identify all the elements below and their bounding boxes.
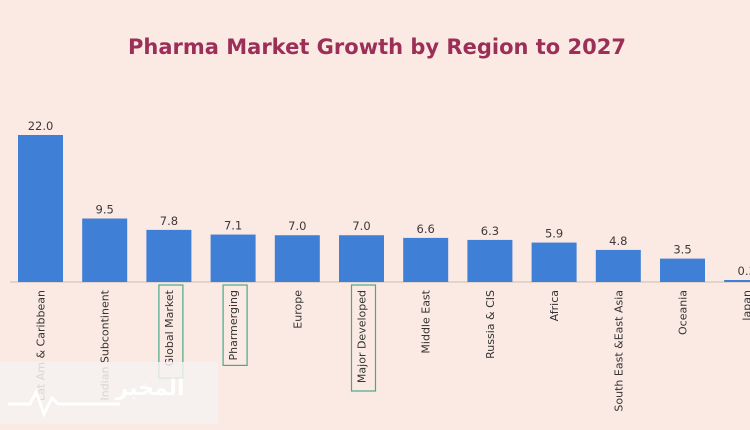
value-label-2: 7.8: [160, 214, 178, 228]
bar-5: [339, 235, 384, 282]
watermark-text: المخبر: [114, 376, 184, 401]
category-label-10: Oceania: [677, 290, 690, 335]
value-label-0: 22.0: [28, 119, 54, 133]
bar-9: [595, 249, 641, 282]
value-label-4: 7.0: [288, 219, 306, 233]
value-label-9: 4.8: [609, 234, 627, 248]
category-label-4: Europe: [291, 290, 304, 329]
chart-title: Pharma Market Growth by Region to 2027: [128, 35, 626, 59]
value-label-6: 6.6: [417, 222, 435, 236]
bar-7: [467, 239, 513, 282]
bar-8: [531, 242, 577, 282]
category-label-2: Global Market: [163, 289, 176, 366]
bar-6: [403, 237, 449, 282]
bar-1: [82, 218, 128, 282]
category-label-3: Pharmerging: [227, 290, 240, 360]
highlight-box-5: [350, 284, 377, 392]
category-label-9: South East &East Asia: [612, 290, 625, 412]
bar-0: [18, 135, 63, 282]
highlight-box-3: [222, 284, 248, 367]
value-label-8: 5.9: [545, 227, 563, 241]
bar-3: [210, 234, 256, 282]
value-label-10: 3.5: [673, 243, 691, 257]
heartbeat-icon: [8, 388, 120, 418]
value-label-1: 9.5: [96, 203, 114, 217]
value-label-5: 7.0: [352, 219, 370, 233]
bar-4: [274, 235, 320, 282]
bar-10: [660, 258, 705, 282]
value-label-7: 6.3: [481, 224, 499, 238]
bar-11: [724, 279, 750, 282]
bar-2: [146, 229, 192, 282]
category-label-11: Japan: [741, 290, 750, 322]
watermark: المخبر: [0, 362, 218, 424]
value-label-11: 0.3: [738, 264, 750, 278]
value-label-3: 7.1: [224, 219, 242, 233]
category-label-7: Russia & CIS: [484, 290, 497, 359]
category-label-8: Africa: [548, 290, 561, 321]
category-label-5: Major Developed: [356, 290, 369, 383]
category-label-6: Middle East: [420, 289, 433, 353]
